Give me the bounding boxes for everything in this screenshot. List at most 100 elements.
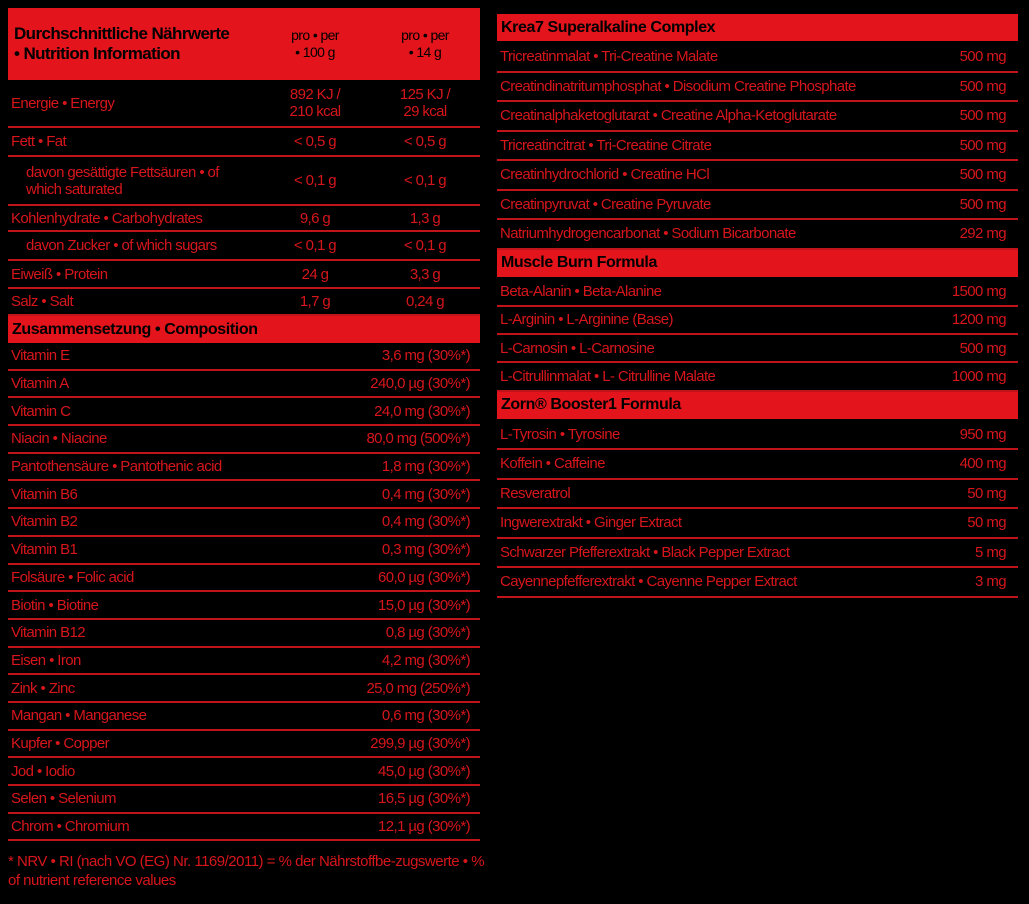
composition-row: Vitamin B1 0,3 mg (30%*)	[8, 537, 480, 565]
ingredient-row: L-Citrullinmalat • L- Citrulline Malate …	[497, 363, 1018, 392]
ingredient-amount: 500 mg	[959, 195, 1007, 213]
ingredient-label: Pantothensäure • Pantothenic acid	[11, 458, 222, 476]
composition-row: Vitamin E 3,6 mg (30%*)	[8, 343, 480, 371]
per-100g-value: 892 KJ / 210 kcal	[289, 86, 341, 120]
ingredient-label: Kupfer • Copper	[11, 734, 110, 752]
ingredient-value: 0,4 mg (30%*)	[381, 485, 471, 503]
composition-row: Mangan • Manganese 0,6 mg (30%*)	[8, 703, 480, 731]
ingredient-label: L-Tyrosin • Tyrosine	[500, 425, 620, 443]
per-100g-header: pro • per • 100 g	[291, 27, 339, 60]
nutrition-row: Fett • Fat < 0,5 g < 0,5 g	[8, 128, 480, 157]
nutrient-label: Salz • Salt	[11, 293, 74, 310]
ingredient-value: 0,3 mg (30%*)	[381, 541, 471, 559]
ingredient-value: 45,0 µg (30%*)	[378, 762, 471, 780]
ingredient-row: Schwarzer Pfefferextrakt • Black Pepper …	[497, 539, 1018, 569]
ingredient-label: Tricreatinmalat • Tri-Creatine Malate	[500, 48, 718, 66]
per-14g-value: < 0,1 g	[403, 172, 447, 189]
nutrition-row: Salz • Salt 1,7 g 0,24 g	[8, 289, 480, 316]
ingredient-label: Niacin • Niacine	[11, 430, 107, 448]
ingredient-amount: 500 mg	[959, 339, 1007, 357]
composition-row: Vitamin B12 0,8 µg (30%*)	[8, 620, 480, 648]
ingredient-label: L-Carnosin • L-Carnosine	[500, 339, 655, 357]
ingredient-value: 1,8 mg (30%*)	[381, 458, 471, 476]
ingredient-label: Creatindinatritumphosphat • Disodium Cre…	[500, 77, 856, 95]
per-14g-value: 125 KJ / 29 kcal	[399, 86, 451, 120]
ingredient-label: Vitamin E	[11, 347, 70, 365]
ingredient-row: Creatindinatritumphosphat • Disodium Cre…	[497, 73, 1018, 102]
composition-row: Vitamin A 240,0 µg (30%*)	[8, 371, 480, 399]
nutrient-label: davon gesättigte Fettsäuren • of which s…	[26, 163, 219, 198]
per-100g-value: < 0,5 g	[293, 133, 337, 150]
per-14g-value: < 0,1 g	[403, 237, 447, 254]
ingredient-value: 15,0 µg (30%*)	[378, 596, 471, 614]
ingredient-amount: 400 mg	[959, 455, 1007, 473]
ingredient-amount: 500 mg	[959, 48, 1007, 66]
ingredient-label: Vitamin B12	[11, 624, 86, 642]
ingredient-row: Creatinhydrochlorid • Creatine HCl 500 m…	[497, 161, 1018, 191]
per-100g-value: 1,7 g	[299, 293, 331, 310]
ingredient-value: 240,0 µg (30%*)	[370, 375, 470, 393]
per-14g-value: 0,24 g	[405, 293, 445, 310]
ingredient-amount: 50 mg	[967, 514, 1006, 532]
ingredient-row: L-Carnosin • L-Carnosine 500 mg	[497, 335, 1018, 364]
ingredient-label: Creatinalphaketoglutarat • Creatine Alph…	[500, 107, 837, 125]
ingredient-value: 12,1 µg (30%*)	[378, 818, 471, 836]
nutrient-label: davon Zucker • of which sugars	[26, 237, 217, 254]
ingredient-label: Zink • Zinc	[11, 679, 75, 697]
ingredient-row: Koffein • Caffeine 400 mg	[497, 450, 1018, 480]
ingredient-label: Creatinhydrochlorid • Creatine HCl	[500, 166, 710, 184]
ingredient-label: Vitamin C	[11, 402, 71, 420]
composition-row: Kupfer • Copper 299,9 µg (30%*)	[8, 731, 480, 759]
per-14g-header: pro • per • 14 g	[401, 27, 449, 60]
ingredient-label: Biotin • Biotine	[11, 596, 99, 614]
ingredient-value: 80,0 mg (500%*)	[366, 430, 470, 448]
ingredient-label: Selen • Selenium	[11, 790, 116, 808]
composition-row: Biotin • Biotine 15,0 µg (30%*)	[8, 592, 480, 620]
ingredient-row: Creatinalphaketoglutarat • Creatine Alph…	[497, 102, 1018, 132]
ingredient-label: Vitamin B1	[11, 541, 78, 559]
composition-row: Vitamin B2 0,4 mg (30%*)	[8, 509, 480, 537]
ingredient-value: 0,4 mg (30%*)	[381, 513, 471, 531]
nutrition-table: Durchschnittliche Nährwerte • Nutrition …	[8, 8, 480, 842]
ingredient-label: Vitamin B2	[11, 513, 78, 531]
ingredient-row: Cayennepfefferextrakt • Cayenne Pepper E…	[497, 568, 1018, 598]
ingredients-table: Krea7 Superalkaline Complex Tricreatinmal…	[497, 14, 1018, 598]
nutrition-row: davon gesättigte Fettsäuren • of which s…	[8, 157, 480, 206]
ingredient-value: 0,8 µg (30%*)	[385, 624, 471, 642]
ingredient-label: Eisen • Iron	[11, 651, 81, 669]
composition-row: Chrom • Chromium 12,1 µg (30%*)	[8, 814, 480, 842]
ingredient-value: 299,9 µg (30%*)	[370, 734, 470, 752]
ingredient-label: Schwarzer Pfefferextrakt • Black Pepper …	[500, 543, 790, 561]
composition-row: Eisen • Iron 4,2 mg (30%*)	[8, 648, 480, 676]
ingredient-label: Jod • Iodio	[11, 762, 75, 780]
ingredient-amount: 1000 mg	[951, 368, 1007, 386]
ingredient-label: Koffein • Caffeine	[500, 455, 605, 473]
nutrition-row: davon Zucker • of which sugars < 0,1 g <…	[8, 232, 480, 261]
ingredient-amount: 3 mg	[975, 573, 1007, 591]
ingredient-value: 60,0 µg (30%*)	[378, 568, 471, 586]
ingredient-row: L-Tyrosin • Tyrosine 950 mg	[497, 421, 1018, 451]
ingredient-amount: 1200 mg	[951, 311, 1007, 329]
composition-row: Zink • Zinc 25,0 mg (250%*)	[8, 675, 480, 703]
ingredient-amount: 50 mg	[967, 484, 1006, 502]
ingredient-row: Tricreatinmalat • Tri-Creatine Malate 50…	[497, 43, 1018, 73]
ingredient-row: Beta-Alanin • Beta-Alanine 1500 mg	[497, 279, 1018, 307]
ingredient-amount: 500 mg	[959, 136, 1007, 154]
nutrition-row: Energie • Energy 892 KJ / 210 kcal 125 K…	[8, 80, 480, 128]
section-header: Krea7 Superalkaline Complex	[497, 14, 1018, 41]
ingredient-row: Tricreatincitrat • Tri-Creatine Citrate …	[497, 132, 1018, 161]
ingredient-amount: 5 mg	[975, 543, 1007, 561]
nutrition-title: Durchschnittliche Nährwerte • Nutrition …	[14, 24, 230, 63]
ingredient-amount: 500 mg	[959, 107, 1007, 125]
section-header: Zorn® Booster1 Formula	[497, 391, 1018, 419]
ingredient-row: Resveratrol 50 mg	[497, 480, 1018, 510]
nutrition-row: Kohlenhydrate • Carbohydrates 9,6 g 1,3 …	[8, 206, 480, 232]
per-100g-value: < 0,1 g	[293, 237, 337, 254]
ingredient-row: Creatinpyruvat • Creatine Pyruvate 500 m…	[497, 191, 1018, 220]
ingredient-amount: 500 mg	[959, 166, 1007, 184]
nutrition-header: Durchschnittliche Nährwerte • Nutrition …	[8, 8, 480, 80]
composition-row: Pantothensäure • Pantothenic acid 1,8 mg…	[8, 454, 480, 482]
ingredient-label: Beta-Alanin • Beta-Alanine	[500, 283, 662, 301]
ingredient-label: Cayennepfefferextrakt • Cayenne Pepper E…	[500, 573, 797, 591]
section-header: Muscle Burn Formula	[497, 249, 1018, 277]
